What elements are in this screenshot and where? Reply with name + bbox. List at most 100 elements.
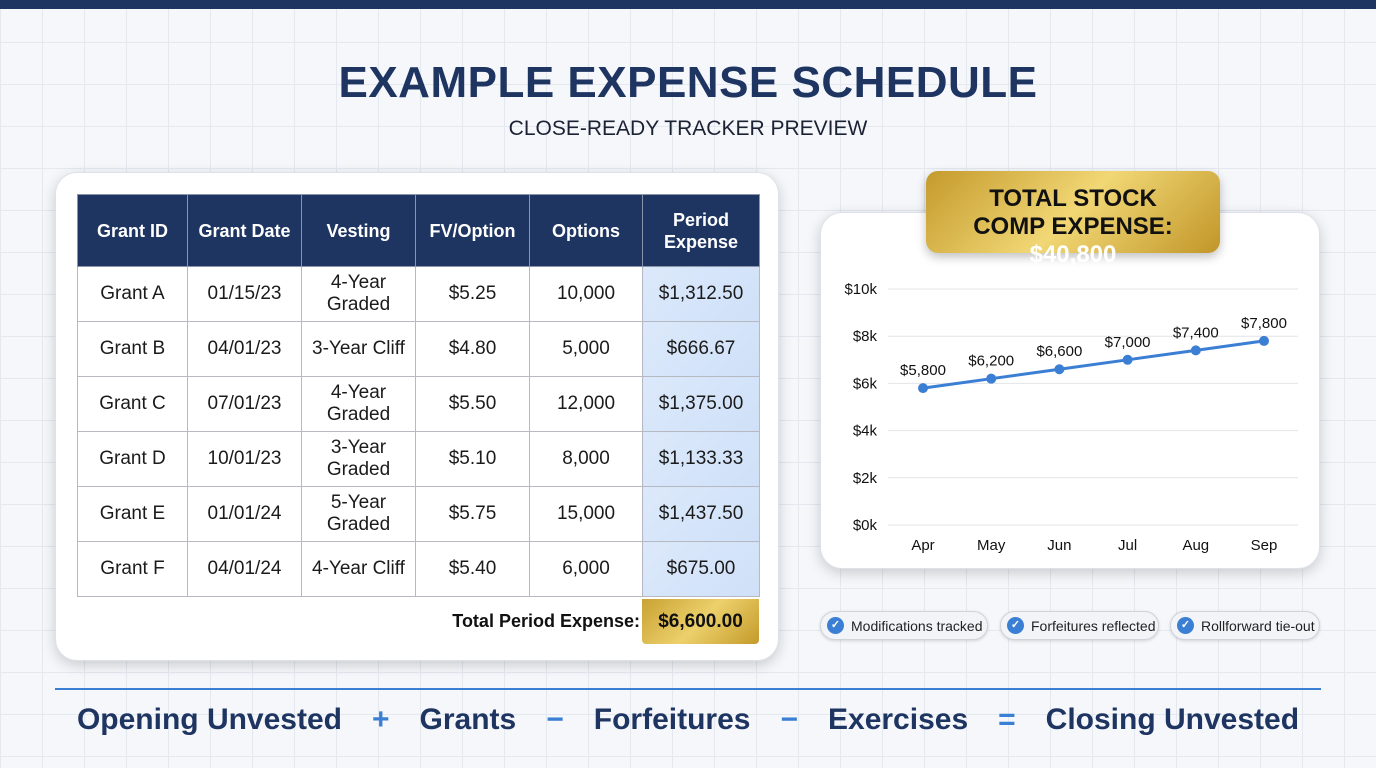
total-stock-comp-value: $40,800 (1029, 241, 1117, 268)
table-cell: $5.25 (415, 266, 530, 322)
top-bar (0, 0, 1376, 9)
data-point (1190, 345, 1201, 356)
table-cell: $675.00 (642, 541, 760, 597)
table-cell: 15,000 (529, 486, 643, 542)
column-header: Options (529, 194, 643, 267)
column-header: FV/Option (415, 194, 530, 267)
data-point (1054, 364, 1065, 375)
table-cell: Grant E (77, 486, 188, 542)
data-label: $7,400 (1173, 324, 1219, 341)
table-cell: 4-Year Cliff (301, 541, 416, 597)
table-cell: 12,000 (529, 376, 643, 432)
column-header: Period Expense (642, 194, 760, 267)
chip-label: Forfeitures reflected (1031, 617, 1156, 634)
table-cell: 10/01/23 (187, 431, 302, 487)
data-label: $5,800 (900, 362, 946, 379)
check-circle-icon: ✓ (1177, 617, 1194, 634)
total-stock-comp-badge: TOTAL STOCK COMP EXPENSE: $40,800 (926, 171, 1220, 268)
table-cell: Grant D (77, 431, 188, 487)
x-tick-label: Aug (1182, 537, 1209, 554)
total-stock-comp-label: TOTAL STOCK COMP EXPENSE: (973, 185, 1173, 240)
chip-rollforward-tie-out: ✓ Rollforward tie-out (1170, 611, 1320, 640)
y-tick-label: $6k (853, 375, 878, 392)
x-tick-label: Apr (911, 537, 934, 554)
table-cell: 04/01/24 (187, 541, 302, 597)
chip-modifications-tracked: ✓ Modifications tracked (820, 611, 988, 640)
data-point (918, 383, 928, 394)
total-period-expense-value: $6,600.00 (642, 599, 759, 644)
table-cell: $1,312.50 (642, 266, 760, 322)
table-cell: 4-Year Graded (301, 266, 416, 322)
table-cell: 3-Year Graded (301, 431, 416, 487)
table-cell: Grant B (77, 321, 188, 377)
table-cell: $5.40 (415, 541, 530, 597)
plus-operator: + (372, 703, 390, 736)
divider (55, 688, 1321, 690)
table-cell: $1,437.50 (642, 486, 760, 542)
column-header: Grant ID (77, 194, 188, 267)
formula-term: Closing Unvested (1045, 703, 1300, 736)
equals-operator: = (998, 703, 1016, 736)
data-label: $6,600 (1036, 343, 1082, 360)
rollforward-formula: Opening Unvested + Grants − Forfeitures … (0, 703, 1376, 737)
data-label: $6,200 (968, 353, 1014, 370)
minus-operator: − (546, 703, 564, 736)
minus-operator: − (780, 703, 798, 736)
y-tick-label: $10k (844, 281, 877, 298)
table-cell: 3-Year Cliff (301, 321, 416, 377)
x-tick-label: Jun (1047, 537, 1071, 554)
formula-term: Grants (419, 703, 517, 736)
table-cell: 5-Year Graded (301, 486, 416, 542)
data-label: $7,000 (1105, 334, 1151, 351)
data-point (1122, 354, 1133, 365)
check-circle-icon: ✓ (827, 617, 844, 634)
chip-label: Modifications tracked (851, 617, 983, 634)
total-period-expense-label: Total Period Expense: (452, 611, 640, 631)
table-cell: $1,375.00 (642, 376, 760, 432)
page-title: EXAMPLE EXPENSE SCHEDULE (338, 58, 1038, 107)
series-line (922, 339, 1265, 390)
formula-term: Opening Unvested (76, 703, 342, 736)
x-tick-label: May (977, 537, 1006, 554)
table-cell: Grant A (77, 266, 188, 322)
data-point (986, 373, 997, 384)
table-cell: 5,000 (529, 321, 643, 377)
x-tick-label: Sep (1251, 537, 1278, 554)
table-cell: $5.75 (415, 486, 530, 542)
table-cell: 8,000 (529, 431, 643, 487)
expense-line-chart: $0k $2k $4k $6k $8k $10k $5,800 Apr $6,200 May $6,… (844, 281, 1298, 554)
y-tick-label: $2k (853, 470, 878, 487)
table-cell: $5.10 (415, 431, 530, 487)
table-cell: 07/01/23 (187, 376, 302, 432)
table-row: Grant D 10/01/23 3-Year Graded $5.10 8,000 $1… (77, 431, 760, 487)
table-row: Grant A 01/15/23 4-Year Graded $5.25 10,000 $… (77, 266, 760, 322)
table-cell: Grant F (77, 541, 188, 597)
table-row: Grant E 01/01/24 5-Year Graded $5.75 15,000 $… (77, 486, 760, 542)
table-cell: 01/15/23 (187, 266, 302, 322)
table-row: Grant F 04/01/24 4-Year Cliff $5.40 6,000 $67… (77, 541, 760, 597)
check-circle-icon: ✓ (1007, 617, 1024, 634)
table-cell: $666.67 (642, 321, 760, 377)
column-header: Grant Date (187, 194, 302, 267)
expense-table: Grant ID Grant Date Vesting FV/Option Option… (77, 194, 760, 597)
data-point (1259, 335, 1269, 346)
y-tick-label: $0k (853, 517, 878, 534)
table-cell: $4.80 (415, 321, 530, 377)
chip-label: Rollforward tie-out (1201, 617, 1315, 634)
table-cell: 01/01/24 (187, 486, 302, 542)
table-row: Grant C 07/01/23 4-Year Graded $5.50 12,000 $… (77, 376, 760, 432)
table-cell: 4-Year Graded (301, 376, 416, 432)
table-cell: Grant C (77, 376, 188, 432)
expense-table-card: Grant ID Grant Date Vesting FV/Option Option… (55, 172, 779, 661)
table-cell: $5.50 (415, 376, 530, 432)
chart-card (820, 212, 1320, 569)
table-cell: 04/01/23 (187, 321, 302, 377)
table-header-row: Grant ID Grant Date Vesting FV/Option Option… (77, 194, 760, 267)
x-tick-label: Jul (1118, 537, 1137, 554)
table-cell: $1,133.33 (642, 431, 760, 487)
page-subtitle: CLOSE-READY TRACKER PREVIEW (508, 117, 868, 140)
table-cell: 10,000 (529, 266, 643, 322)
formula-term: Forfeitures (593, 703, 751, 736)
y-tick-label: $4k (853, 423, 878, 440)
y-tick-label: $8k (853, 328, 878, 345)
